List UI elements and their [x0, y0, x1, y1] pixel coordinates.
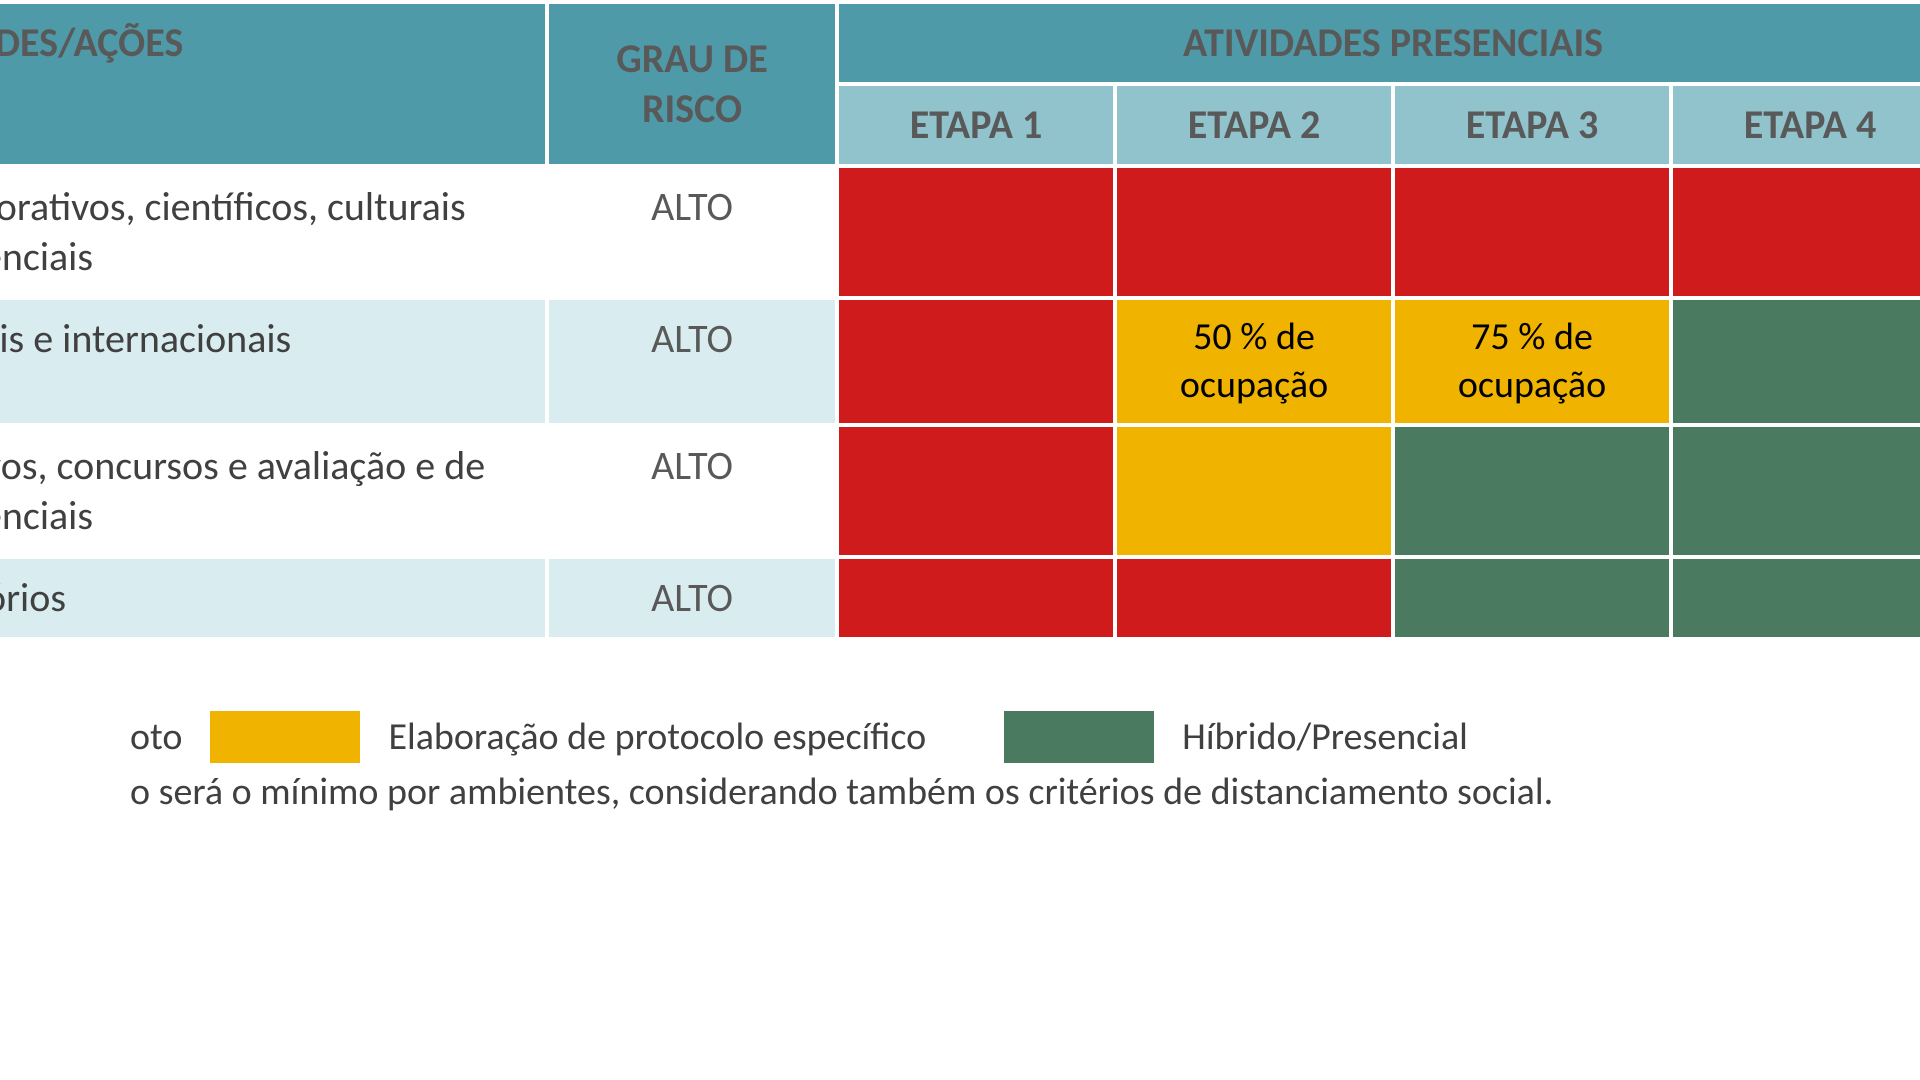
- risk-level: ALTO: [547, 298, 837, 425]
- etapa-cell: 75 % de ocupação: [1393, 298, 1671, 425]
- activity-name: eletivos, concursos e avaliação e de pre…: [0, 425, 547, 557]
- activity-name: rigatórios: [0, 557, 547, 639]
- etapa-cell: [1115, 557, 1393, 639]
- etapa-cell: [837, 298, 1115, 425]
- risk-level: ALTO: [547, 557, 837, 639]
- header-etapa4: ETAPA 4: [1671, 84, 1920, 166]
- activity-name: memorativos, científicos, culturais pres…: [0, 166, 547, 298]
- legend: oto Elaboração de protocolo específico H…: [0, 711, 1920, 763]
- table-row: cionais e internacionaisALTO 50 % de ocup…: [0, 298, 1920, 425]
- etapa-cell: [1393, 557, 1671, 639]
- etapa-cell: [837, 557, 1115, 639]
- etapa-cell: [1671, 425, 1920, 557]
- footnote: o será o mínimo por ambientes, considera…: [0, 769, 1920, 815]
- etapa-cell: [837, 425, 1115, 557]
- etapa-cell: [1393, 425, 1671, 557]
- table-header: VIDADES/AÇÕES GRAU DE RISCO ATIVIDADES P…: [0, 2, 1920, 166]
- risk-table: VIDADES/AÇÕES GRAU DE RISCO ATIVIDADES P…: [0, 0, 1920, 641]
- legend-item2-label: Híbrido/Presencial: [1182, 714, 1468, 760]
- legend-swatch-yellow: [210, 711, 360, 763]
- header-etapa1: ETAPA 1: [837, 84, 1115, 166]
- header-etapa3: ETAPA 3: [1393, 84, 1671, 166]
- header-risk: GRAU DE RISCO: [547, 2, 837, 166]
- etapa-cell: [1393, 166, 1671, 298]
- etapa-cell: 50 % de ocupação: [1115, 298, 1393, 425]
- etapa-cell: [1671, 166, 1920, 298]
- etapa-cell: [837, 166, 1115, 298]
- risk-level: ALTO: [547, 166, 837, 298]
- table-row: memorativos, científicos, culturais pres…: [0, 166, 1920, 298]
- table-container: VIDADES/AÇÕES GRAU DE RISCO ATIVIDADES P…: [0, 0, 1920, 641]
- table-body: memorativos, científicos, culturais pres…: [0, 166, 1920, 639]
- table-row: rigatóriosALTO: [0, 557, 1920, 639]
- header-activities: VIDADES/AÇÕES: [0, 2, 547, 166]
- etapa-cell: [1671, 298, 1920, 425]
- etapa-cell: [1671, 557, 1920, 639]
- activity-name: cionais e internacionais: [0, 298, 547, 425]
- header-etapa2: ETAPA 2: [1115, 84, 1393, 166]
- etapa-cell: [1115, 425, 1393, 557]
- header-group: ATIVIDADES PRESENCIAIS: [837, 2, 1920, 84]
- legend-item1-label: Elaboração de protocolo específico: [388, 714, 926, 760]
- risk-level: ALTO: [547, 425, 837, 557]
- legend-item1-pretext: oto: [130, 714, 182, 760]
- legend-swatch-green: [1004, 711, 1154, 763]
- table-row: eletivos, concursos e avaliação e de pre…: [0, 425, 1920, 557]
- etapa-cell: [1115, 166, 1393, 298]
